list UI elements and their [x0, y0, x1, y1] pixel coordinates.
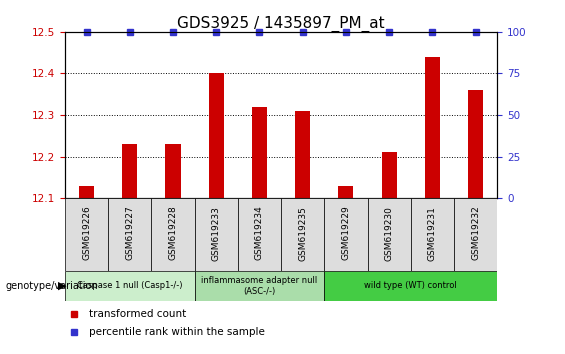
Text: GSM619229: GSM619229 [341, 206, 350, 261]
Text: percentile rank within the sample: percentile rank within the sample [89, 327, 264, 337]
Bar [238, 198, 281, 271]
Bar [252, 107, 267, 198]
Bar [324, 198, 368, 271]
Bar [194, 198, 238, 271]
Bar [411, 198, 454, 271]
Bar [166, 144, 181, 198]
Bar [468, 90, 483, 198]
Text: GSM619235: GSM619235 [298, 206, 307, 261]
Bar [65, 198, 108, 271]
Bar [425, 57, 440, 198]
Bar [208, 73, 224, 198]
Bar [79, 186, 94, 198]
Text: genotype/variation: genotype/variation [6, 281, 98, 291]
Bar [281, 198, 324, 271]
Bar [194, 271, 324, 301]
Text: GSM619231: GSM619231 [428, 206, 437, 261]
Bar [65, 271, 194, 301]
Bar [122, 144, 137, 198]
Text: ▶: ▶ [58, 281, 67, 291]
Bar [324, 271, 497, 301]
Text: GSM619232: GSM619232 [471, 206, 480, 261]
Text: GSM619234: GSM619234 [255, 206, 264, 261]
Bar [108, 198, 151, 271]
Text: inflammasome adapter null
(ASC-/-): inflammasome adapter null (ASC-/-) [201, 276, 318, 296]
Text: wild type (WT) control: wild type (WT) control [364, 281, 457, 290]
Text: GSM619233: GSM619233 [212, 206, 221, 261]
Title: GDS3925 / 1435897_PM_at: GDS3925 / 1435897_PM_at [177, 16, 385, 32]
Text: transformed count: transformed count [89, 309, 186, 319]
Bar [151, 198, 194, 271]
Bar [454, 198, 497, 271]
Text: Caspase 1 null (Casp1-/-): Caspase 1 null (Casp1-/-) [77, 281, 182, 290]
Bar [295, 111, 310, 198]
Text: GSM619230: GSM619230 [385, 206, 394, 261]
Bar [338, 186, 354, 198]
Text: GSM619227: GSM619227 [125, 206, 134, 261]
Text: GSM619228: GSM619228 [168, 206, 177, 261]
Text: GSM619226: GSM619226 [82, 206, 91, 261]
Bar [367, 198, 411, 271]
Bar [381, 153, 397, 198]
